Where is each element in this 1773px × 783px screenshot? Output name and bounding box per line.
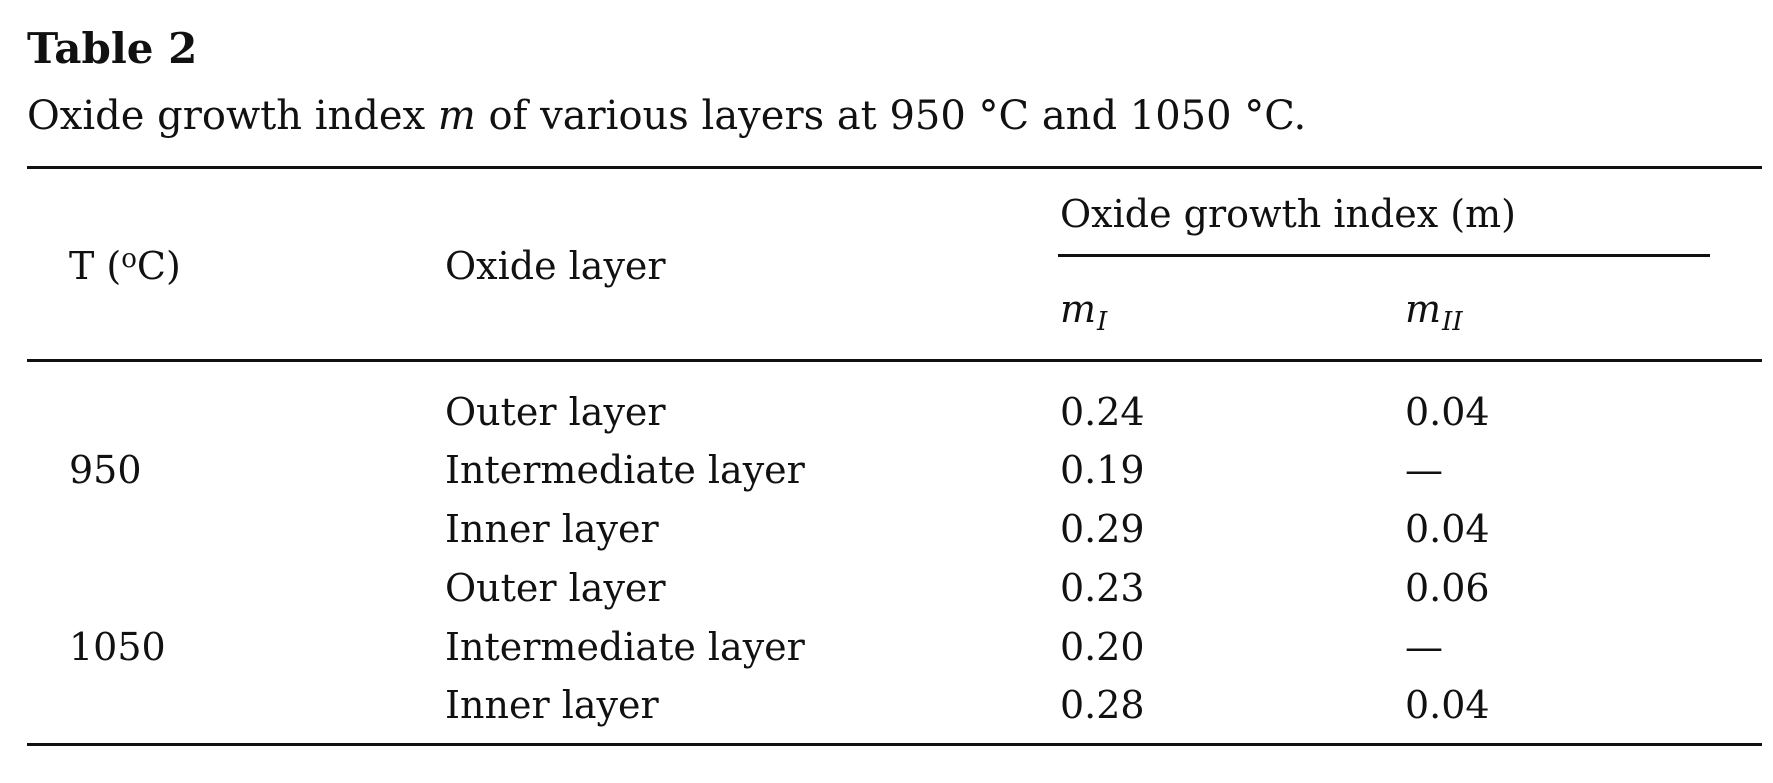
header-m2-subscript: II — [1442, 307, 1463, 337]
cell-m1: 0.19 — [1060, 448, 1145, 492]
cell-m2: — — [1405, 448, 1443, 492]
header-temperature-degree: o — [121, 244, 137, 274]
table-caption: Oxide growth index m of various layers a… — [27, 96, 1306, 136]
cell-m1: 0.28 — [1060, 683, 1145, 727]
cell-m1: 0.24 — [1060, 390, 1145, 434]
caption-variable: m — [437, 93, 476, 139]
cell-m2: 0.04 — [1405, 390, 1490, 434]
header-temperature-suffix: C) — [136, 244, 181, 288]
header-m1-subscript: I — [1097, 307, 1108, 337]
cell-m2: 0.04 — [1405, 507, 1490, 551]
cell-oxide-layer: Outer layer — [445, 566, 666, 610]
cell-m1: 0.20 — [1060, 625, 1145, 669]
header-temperature-prefix: T ( — [69, 244, 122, 288]
cell-oxide-layer: Inner layer — [445, 507, 659, 551]
table-top-rule — [27, 166, 1762, 169]
cell-m2: 0.06 — [1405, 566, 1490, 610]
cell-oxide-layer: Intermediate layer — [445, 625, 805, 669]
table-header-rule — [27, 359, 1762, 362]
cell-oxide-layer: Intermediate layer — [445, 448, 805, 492]
table-label: Table 2 — [27, 24, 198, 73]
cell-temperature: 950 — [69, 448, 142, 492]
cell-temperature: 1050 — [69, 625, 166, 669]
header-oxide-growth-index: Oxide growth index (m) — [1060, 192, 1516, 236]
cell-m1: 0.23 — [1060, 566, 1145, 610]
table-bottom-rule — [27, 743, 1762, 746]
cell-m2: 0.04 — [1405, 683, 1490, 727]
cell-oxide-layer: Inner layer — [445, 683, 659, 727]
header-m2: mII — [1405, 287, 1463, 335]
cell-oxide-layer: Outer layer — [445, 390, 666, 434]
caption-text-end: of various layers at 950 °C and 1050 °C. — [475, 93, 1307, 139]
cell-m1: 0.29 — [1060, 507, 1145, 551]
caption-text-start: Oxide growth index — [27, 93, 438, 139]
cell-m2: — — [1405, 625, 1443, 669]
header-group-rule — [1058, 254, 1710, 257]
header-m2-base: m — [1405, 287, 1442, 331]
header-m1: mI — [1060, 287, 1107, 335]
header-temperature: T (oC) — [69, 244, 181, 288]
header-m1-base: m — [1060, 287, 1097, 331]
header-oxide-layer: Oxide layer — [445, 244, 666, 288]
